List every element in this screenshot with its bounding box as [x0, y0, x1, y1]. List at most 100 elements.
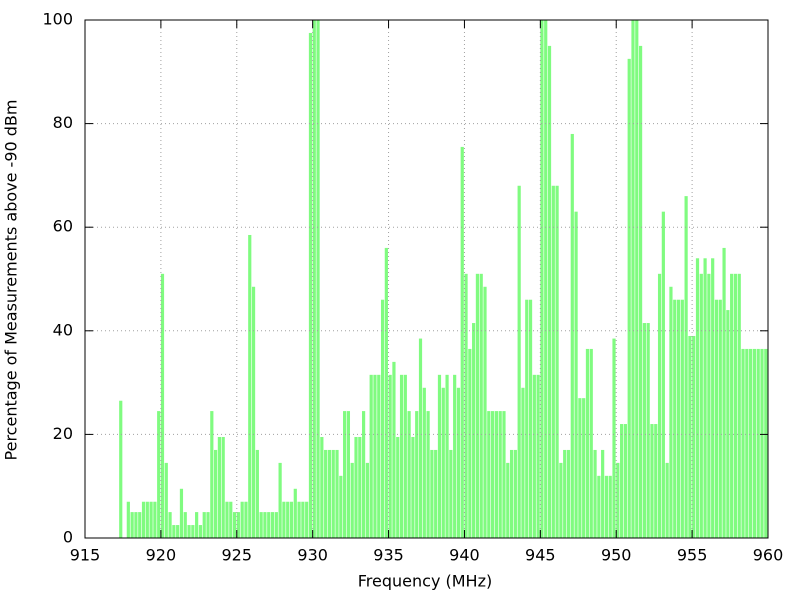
bar [551, 185, 555, 538]
bar [415, 411, 419, 538]
plot-border [84, 19, 769, 539]
bar [657, 273, 662, 538]
bar [441, 387, 445, 538]
bar [384, 247, 388, 539]
bar [547, 45, 552, 539]
bar [730, 273, 734, 538]
bar [479, 273, 483, 538]
bar [570, 133, 574, 538]
bar [335, 449, 339, 538]
bar [627, 58, 631, 538]
y-tick-label: 60 [53, 217, 73, 236]
bar [612, 338, 616, 538]
bar [191, 525, 195, 538]
bar [153, 501, 157, 538]
bar [578, 398, 582, 538]
bar [669, 286, 673, 538]
bar [183, 512, 187, 538]
bar [733, 273, 738, 538]
bar [255, 449, 259, 538]
bar [661, 211, 665, 538]
x-tick-label: 930 [297, 546, 328, 565]
bar [509, 449, 514, 538]
bar [513, 449, 517, 538]
y-axis-label: Percentage of Measurements above -90 dBm [2, 100, 21, 461]
bar [426, 411, 430, 538]
bar [453, 374, 457, 538]
bar [760, 348, 764, 538]
bar [589, 348, 593, 538]
x-tick-label: 935 [373, 546, 404, 565]
bar [741, 348, 745, 538]
bar [176, 525, 180, 538]
bar [130, 512, 134, 538]
bar [631, 20, 635, 538]
bar [498, 411, 502, 538]
bar [346, 411, 351, 538]
bar [445, 374, 449, 538]
bar [141, 501, 146, 538]
bar [206, 512, 210, 538]
bar [464, 273, 468, 538]
bar [699, 273, 703, 538]
bar [331, 449, 335, 538]
bar [361, 411, 366, 538]
bar [232, 512, 237, 538]
bar [267, 512, 271, 538]
bar [320, 436, 324, 538]
bar [278, 462, 282, 538]
x-tick-label: 925 [222, 546, 253, 565]
bar [214, 449, 218, 538]
bar [654, 424, 658, 538]
bar [145, 501, 149, 538]
bar [692, 335, 696, 538]
y-tick-label: 0 [63, 528, 73, 547]
bar [650, 424, 654, 538]
bar [722, 247, 726, 539]
bar [608, 475, 612, 538]
bar [711, 258, 715, 538]
bar [726, 310, 730, 538]
bar [407, 411, 411, 538]
y-tick-label: 40 [53, 320, 73, 339]
bar [638, 45, 643, 539]
bar [665, 462, 669, 538]
bar [411, 436, 415, 538]
bar [680, 299, 684, 538]
bar [434, 449, 438, 538]
bar [354, 436, 358, 538]
bar [544, 20, 548, 538]
bar [138, 512, 142, 538]
bar [388, 374, 392, 538]
bar [164, 462, 168, 538]
bar [236, 512, 240, 538]
bar [396, 436, 400, 538]
bar [373, 374, 377, 538]
bar [149, 501, 153, 538]
bar [642, 323, 646, 538]
bar [449, 449, 453, 538]
bar [172, 525, 176, 538]
x-tick-label: 945 [525, 546, 556, 565]
bar [270, 512, 275, 538]
bar [756, 348, 760, 538]
bar [585, 348, 590, 538]
bar [491, 411, 495, 538]
bar [593, 449, 597, 538]
bar [752, 348, 757, 538]
bar [703, 258, 707, 538]
bar [456, 387, 461, 538]
bar [168, 512, 172, 538]
bar [540, 20, 544, 538]
x-tick-label: 950 [601, 546, 632, 565]
bar [274, 512, 278, 538]
bar [327, 449, 332, 538]
y-tick-label: 20 [53, 424, 73, 443]
bar [460, 146, 464, 538]
bar [764, 348, 768, 538]
bar [601, 449, 605, 538]
bar [684, 196, 688, 538]
y-tick-label: 100 [42, 10, 73, 29]
bar [635, 20, 639, 538]
